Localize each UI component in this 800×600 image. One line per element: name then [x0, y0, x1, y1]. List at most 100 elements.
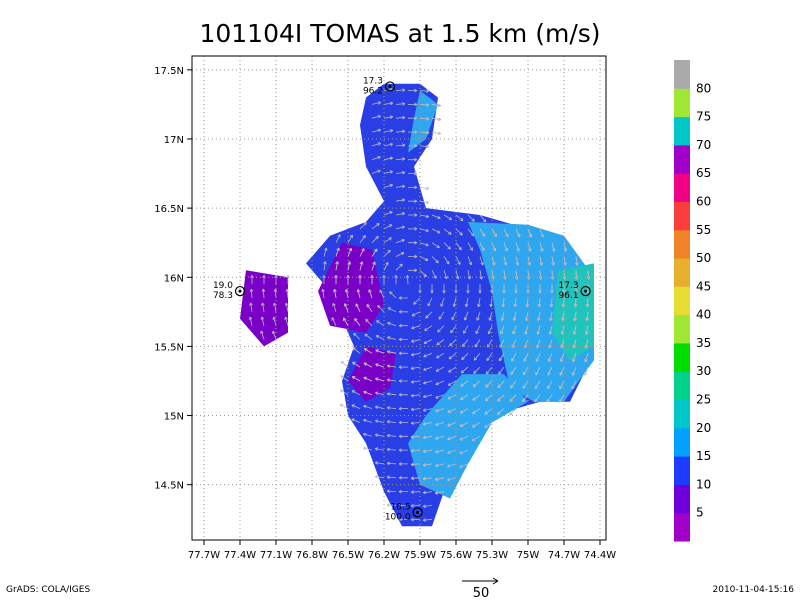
wind-vector	[491, 256, 496, 266]
wind-vector	[364, 333, 373, 340]
wind-vector	[358, 275, 362, 285]
wind-vector	[419, 228, 429, 233]
x-tick-label: 75.3W	[476, 550, 508, 561]
wind-vector	[383, 249, 391, 257]
wind-vector	[386, 433, 397, 438]
wind-vector	[410, 435, 421, 439]
wind-vector	[410, 462, 421, 467]
wind-vector	[284, 302, 289, 312]
storm-marker-0: 17.396.2	[363, 76, 396, 96]
wind-vector	[471, 435, 481, 441]
wind-vector	[459, 408, 469, 414]
wind-vector	[503, 270, 507, 280]
storm-symbol-icon	[234, 285, 246, 297]
plot-area: 77.7W 77.4W 77.1W 76.8W 76.5W 76.2W 75.9W 75.6W…	[154, 55, 616, 561]
wind-vector	[408, 116, 418, 121]
wind-vector	[410, 380, 421, 384]
wind-vector	[424, 325, 433, 331]
wind-vector	[574, 284, 578, 294]
colorbar-swatch	[674, 342, 690, 372]
wind-vector	[443, 228, 452, 235]
wind-vector	[408, 185, 418, 190]
colorbar-label: 70	[696, 138, 711, 152]
wind-vector	[448, 352, 457, 360]
wind-vector	[398, 337, 408, 342]
wind-vector	[498, 353, 505, 362]
wind-vector	[375, 363, 385, 368]
wind-vector	[447, 435, 457, 441]
wind-vector	[395, 252, 405, 257]
wind-vector	[383, 261, 389, 271]
wind-vector	[398, 475, 408, 480]
wind-vector	[549, 297, 554, 308]
wind-vector	[371, 261, 376, 271]
wind-vector	[491, 228, 497, 238]
wind-vector	[386, 350, 397, 354]
wind-vector	[560, 353, 565, 363]
wind-vector	[386, 378, 397, 382]
wind-vector	[434, 477, 445, 481]
wind-vector	[486, 353, 493, 361]
wind-vector	[351, 390, 361, 396]
wind-vector	[395, 184, 406, 189]
wind-vector	[398, 379, 408, 383]
wind-vector	[430, 284, 434, 294]
wind-vector	[551, 242, 556, 252]
wind-vector	[410, 393, 421, 398]
wind-vector	[371, 155, 381, 161]
wind-vector	[383, 142, 394, 147]
wind-vector	[497, 394, 505, 402]
x-tick-label: 75W	[517, 550, 540, 561]
wind-vector	[571, 366, 577, 376]
wind-vector	[250, 275, 254, 285]
wind-vector	[374, 405, 385, 410]
wind-vector	[410, 352, 421, 357]
wind-vector	[335, 234, 341, 243]
wind-vector	[383, 224, 393, 230]
wind-vector	[558, 394, 565, 403]
vector-scale: 50	[462, 577, 499, 600]
wind-vector	[539, 256, 543, 266]
wind-vector	[398, 448, 408, 452]
wind-vector	[550, 270, 555, 280]
wind-vector	[375, 391, 385, 396]
wind-vector	[354, 318, 361, 326]
wind-vector	[435, 366, 445, 372]
wind-vector	[335, 261, 339, 271]
wind-vector	[423, 352, 433, 358]
wind-vector	[479, 214, 487, 223]
wind-vector	[510, 366, 517, 375]
wind-vector	[395, 225, 405, 230]
wind-vector	[584, 325, 589, 335]
wind-vector	[571, 380, 577, 390]
wind-vector	[356, 289, 361, 299]
wind-vector	[538, 284, 542, 294]
wind-vector	[524, 325, 529, 335]
wind-vector	[550, 284, 554, 294]
wind-vector	[435, 408, 445, 413]
wind-vector	[363, 404, 373, 409]
wind-vector	[262, 275, 266, 285]
wind-vector	[538, 270, 543, 280]
wind-vector	[343, 317, 349, 326]
wind-vector	[249, 288, 254, 299]
wind-vector	[411, 339, 421, 343]
wind-vector	[515, 228, 521, 238]
wind-vector	[398, 420, 408, 425]
wind-vector	[332, 303, 337, 312]
wind-vector	[431, 131, 442, 135]
wind-vector	[386, 406, 397, 410]
vector-scale-label: 50	[473, 586, 490, 600]
wind-vector	[410, 517, 421, 522]
wind-vector	[455, 256, 461, 265]
wind-vector	[419, 144, 430, 149]
wind-vector	[435, 422, 445, 427]
wind-vector	[371, 114, 381, 119]
wind-vector	[374, 447, 385, 451]
wind-vector	[375, 349, 385, 354]
storm-label-bottom: 78.3	[213, 291, 233, 301]
wind-vector	[419, 103, 430, 107]
wind-vector	[522, 394, 529, 403]
wind-vector	[584, 353, 589, 363]
